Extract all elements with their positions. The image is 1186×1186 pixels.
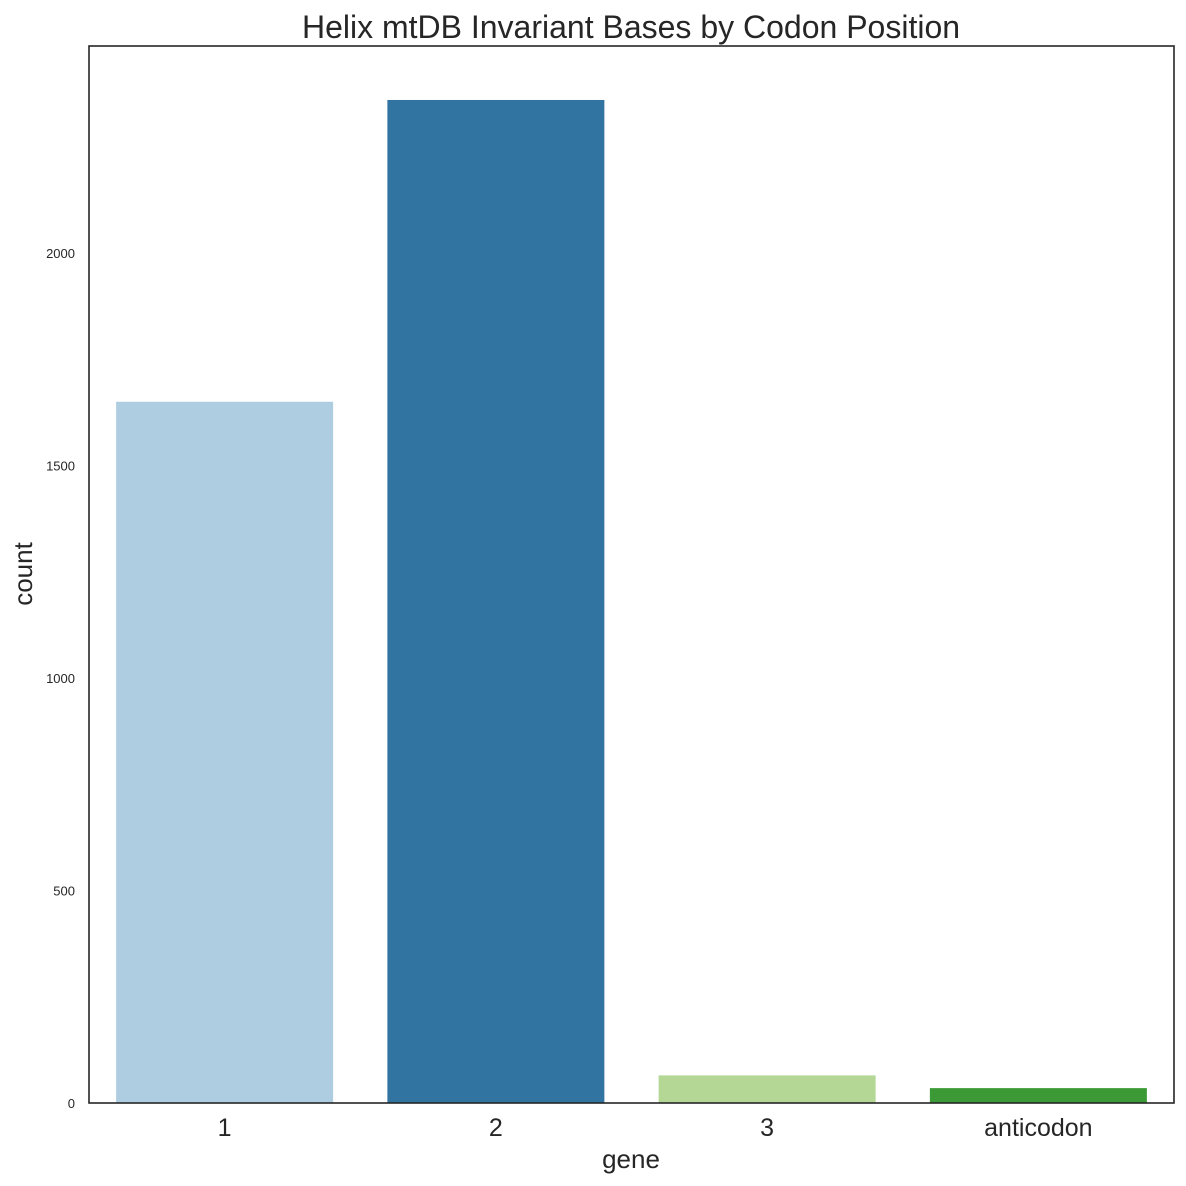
bar-3	[658, 1075, 876, 1103]
x-tick-label: 3	[760, 1114, 774, 1142]
x-tick-label: 1	[218, 1114, 232, 1142]
y-tick-label: 500	[53, 883, 75, 898]
y-tick-label: 1000	[46, 671, 75, 686]
bar-anticodon	[929, 1088, 1147, 1103]
bar-2	[387, 99, 605, 1104]
plot-frame	[88, 45, 1175, 1104]
y-tick-label: 1500	[46, 458, 75, 473]
y-tick-label: 2000	[46, 246, 75, 261]
bar-1	[116, 401, 334, 1104]
bars-group	[116, 99, 1147, 1104]
x-axis-ticks: 1 2 3 anticodon	[218, 1114, 1093, 1142]
x-tick-label: 2	[489, 1114, 503, 1142]
x-tick-label: anticodon	[984, 1114, 1092, 1142]
x-axis-label: gene	[602, 1144, 660, 1174]
chart-title: Helix mtDB Invariant Bases by Codon Posi…	[302, 9, 960, 45]
y-axis-ticks: 0 500 1000 1500 2000	[46, 246, 75, 1111]
y-tick-label: 0	[68, 1096, 75, 1111]
y-axis-label: count	[8, 541, 38, 605]
